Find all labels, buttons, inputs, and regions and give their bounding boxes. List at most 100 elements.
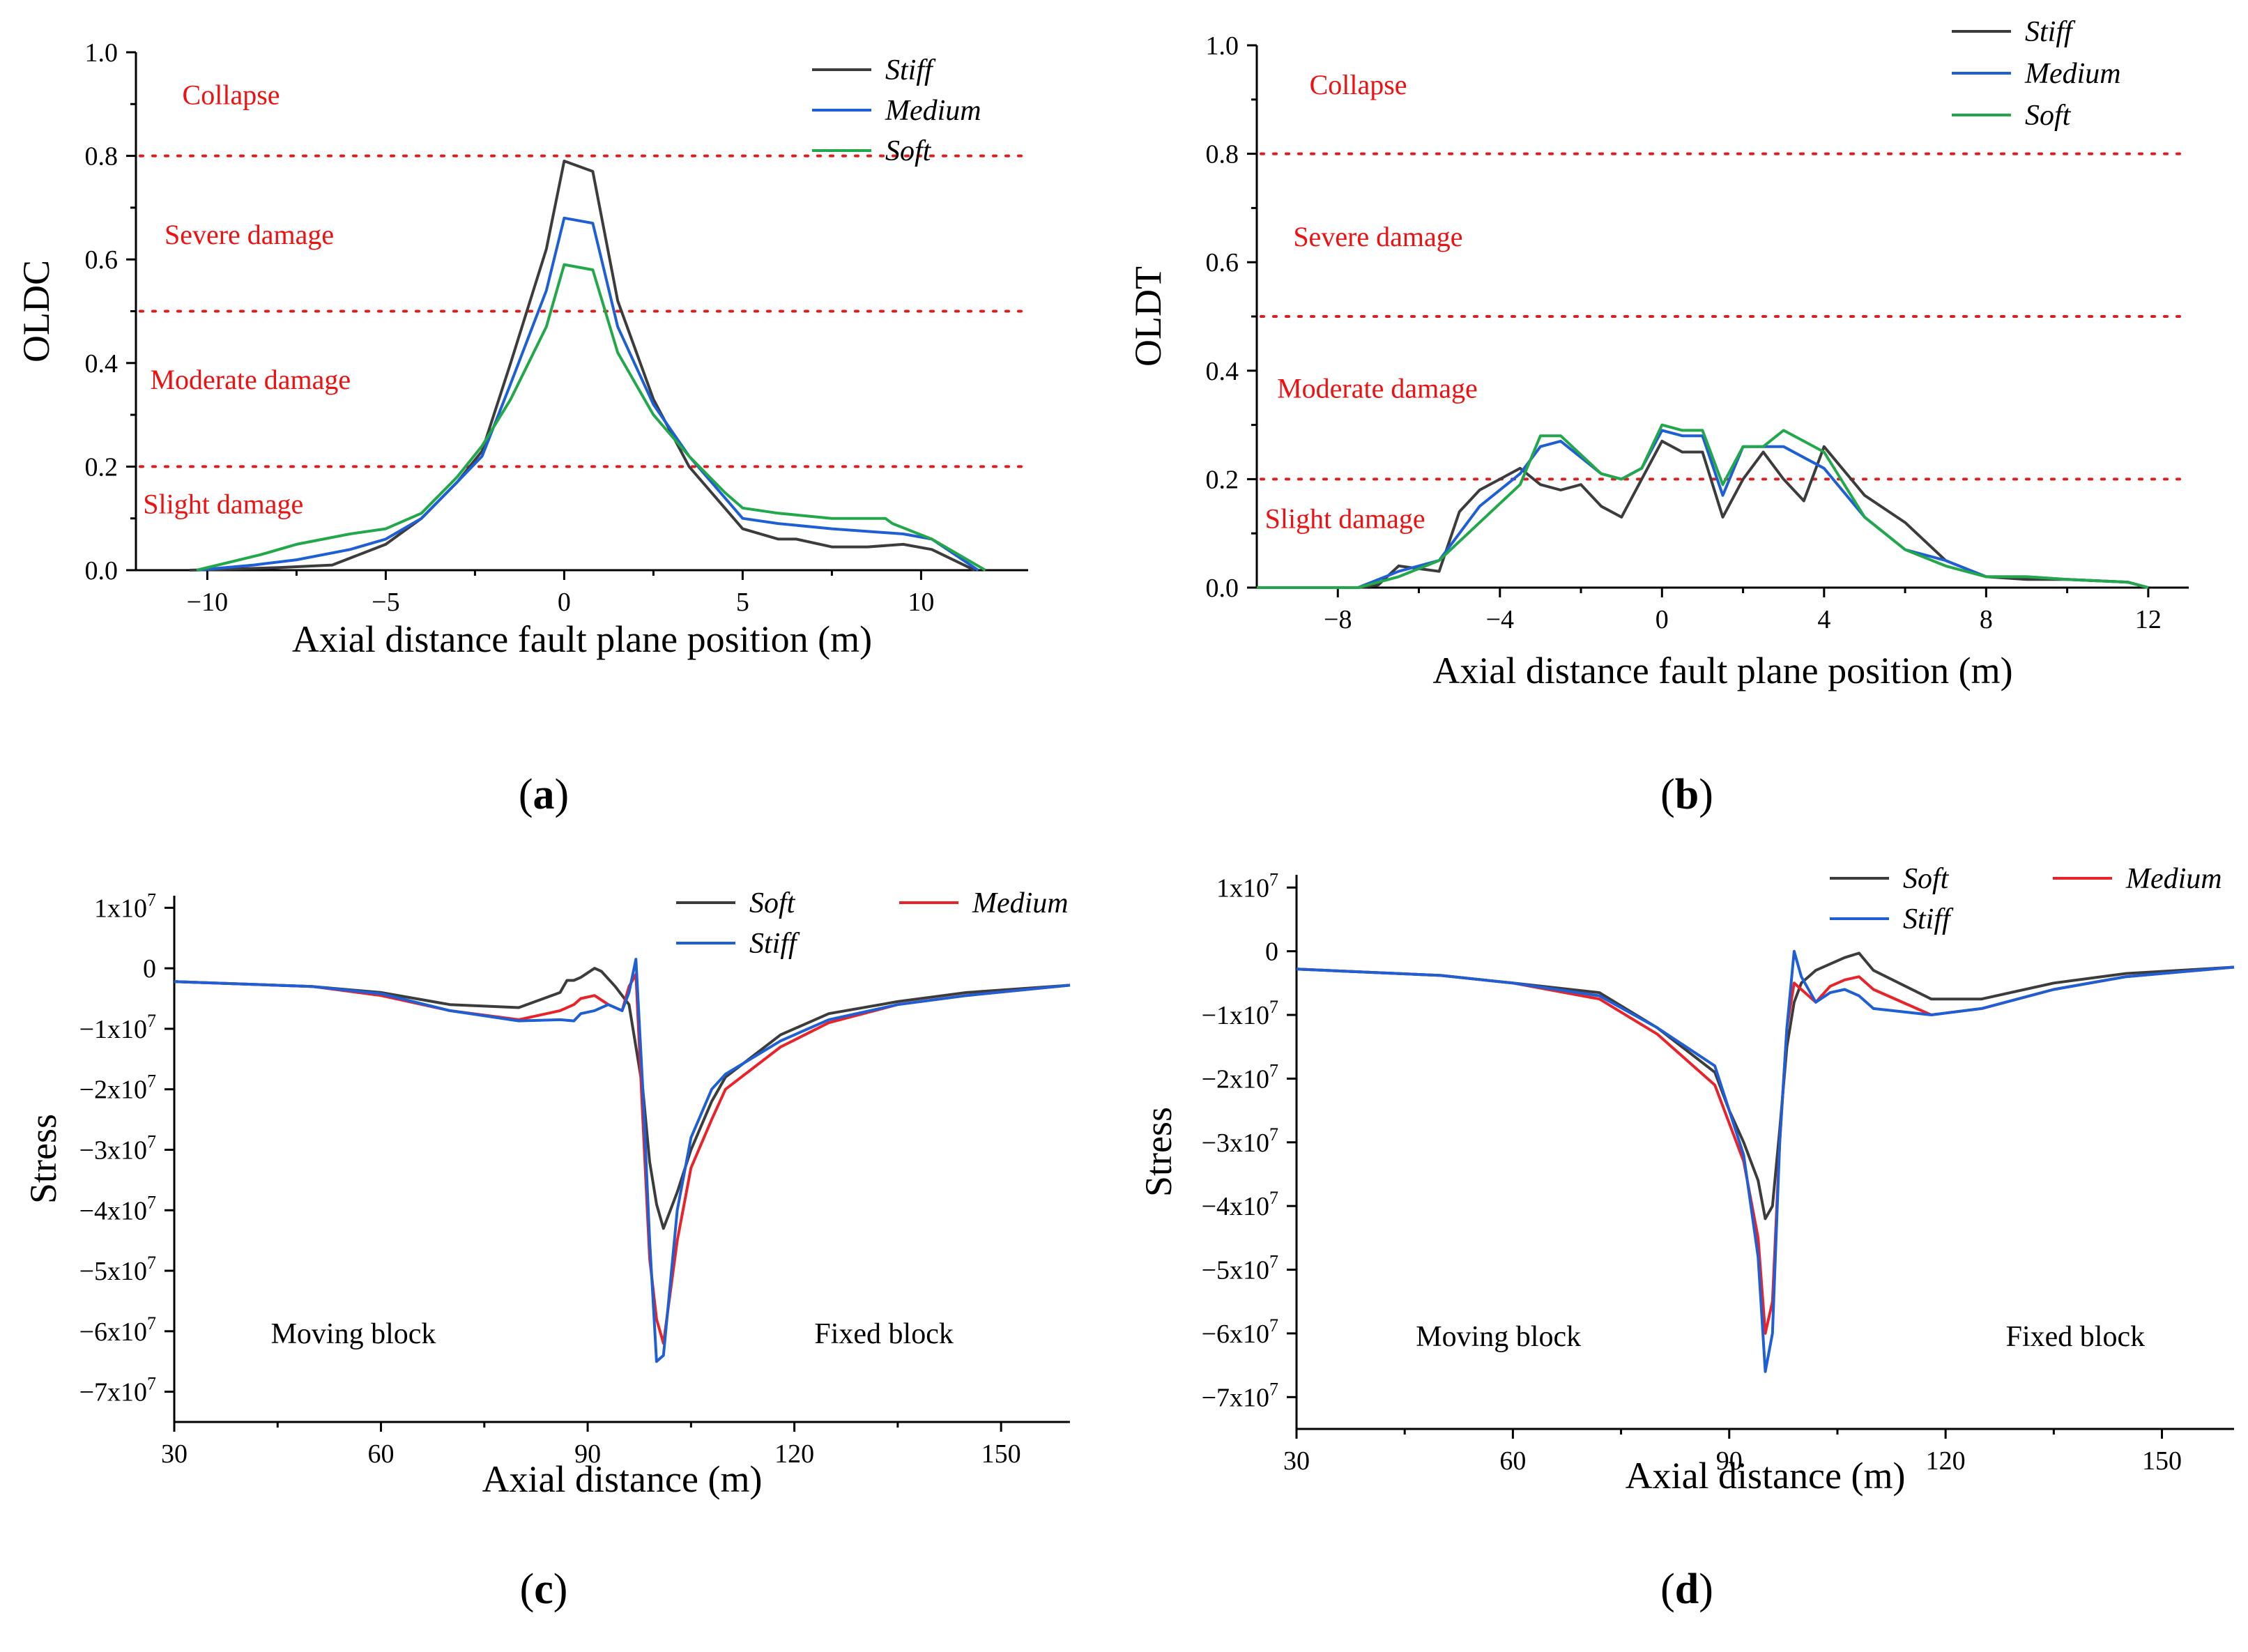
x-tick-label: 60 [1499,1446,1526,1476]
y-tick-label: 0.8 [1206,140,1239,169]
y-tick-label: −5x107 [79,1253,156,1286]
y-tick-label: 1x107 [1216,869,1278,903]
legend: Stiff Medium Soft [812,54,981,167]
chart-panel-c: 30 60 90 120 150 1x107 0 −1x107 −2x107 −3x107 −4x1… [22,887,1071,1613]
series-line-soft [1257,423,2149,589]
chart-panel-d: 30 60 90 120 150 1x107 0 −1x107 −2x107 −3x107 −4x1… [1138,863,2235,1613]
series-line-stiff [189,160,976,572]
zone-label: Moderate damage [150,364,351,395]
x-tick-label: 120 [1926,1446,1966,1476]
y-tick-label: −6x107 [79,1313,156,1347]
y-tick-label: 0.6 [85,245,118,275]
x-tick-label: 30 [161,1439,188,1469]
x-tick-label: 60 [368,1439,395,1469]
zone-label: Collapse [1310,69,1407,100]
legend-label-medium: Medium [885,95,981,127]
series-line-soft [174,967,1071,1230]
series-line-medium [174,972,1071,1345]
x-tick-label: −10 [187,588,228,617]
zone-label: Moderate damage [1277,373,1478,404]
y-tick-label: 0.6 [1206,248,1239,277]
legend-label-stiff: Stiff [749,928,800,960]
block-label: Moving block [1416,1321,1581,1353]
y-axis-title: OLDT [1127,266,1169,367]
series-line-medium [196,216,979,572]
x-tick-label: 150 [2142,1446,2182,1476]
block-label: Moving block [271,1318,436,1350]
legend-label-soft: Soft [885,135,932,167]
legend-label-stiff: Stiff [885,54,936,86]
zone-label: Slight damage [143,488,303,519]
y-tick-label: 0.0 [1206,574,1239,603]
y-tick-label: 0.4 [1206,357,1239,386]
y-axis-title: OLDC [15,260,57,362]
zone-label: Severe damage [1293,221,1462,252]
y-tick-label: 0.2 [1206,465,1239,494]
x-tick-label: −4 [1486,605,1514,634]
y-tick-label: 0.0 [85,556,118,586]
x-axis-title: Axial distance (m) [482,1458,763,1500]
y-tick-label: −7x107 [79,1374,156,1407]
x-tick-label: 5 [736,588,749,617]
y-tick-label: −5x107 [1202,1252,1278,1285]
x-tick-label: 120 [774,1439,814,1469]
y-tick-label: −3x107 [79,1131,156,1165]
panel-label: (a) [519,771,569,818]
y-tick-label: −7x107 [1202,1379,1278,1412]
panel-label: (c) [520,1566,568,1613]
legend: Soft Medium Stiff [1830,863,2222,935]
x-tick-label: 8 [1980,605,1993,634]
chart-panel-b: −8 −4 0 4 8 12 0.0 0.2 0.4 0.6 0.8 1.0 Collapse Sever… [1127,16,2190,818]
y-tick-label: −1x107 [1202,997,1278,1030]
x-axis-title: Axial distance fault plane position (m) [292,618,872,660]
y-tick-label: −1x107 [79,1011,156,1044]
y-tick-label: 0 [1265,938,1278,967]
x-axis-title: Axial distance (m) [1626,1455,1906,1497]
series-line-soft [196,263,986,572]
y-tick-label: 0.2 [85,452,118,482]
x-tick-label: 90 [574,1439,601,1469]
y-tick-label: −4x107 [1202,1188,1278,1221]
series-line-medium [1257,429,2149,589]
y-tick-label: −6x107 [1202,1315,1278,1349]
y-tick-label: −2x107 [1202,1060,1278,1094]
legend-label-soft: Soft [1903,863,1950,895]
series-line-stiff [174,958,1071,1363]
legend-label-stiff: Stiff [1903,903,1954,935]
y-tick-label: 1.0 [85,38,118,68]
x-tick-label: 0 [1656,605,1669,634]
x-tick-label: 90 [1716,1446,1743,1476]
block-label: Fixed block [814,1318,953,1350]
x-axis-title: Axial distance fault plane position (m) [1432,650,2012,691]
x-tick-label: 4 [1817,605,1830,634]
y-tick-label: 0.4 [85,349,118,378]
x-tick-label: 0 [558,588,571,617]
series-line-stiff [1296,949,2235,1373]
y-tick-label: 1.0 [1206,31,1239,61]
y-tick-label: −3x107 [1202,1124,1278,1158]
legend: Stiff Medium Soft [1952,16,2121,132]
panel-label: (b) [1660,771,1713,818]
x-tick-label: 10 [908,588,934,617]
y-tick-label: 1x107 [94,889,156,923]
panel-label: (d) [1660,1566,1713,1613]
x-tick-label: −5 [372,588,399,617]
zone-label: Collapse [183,79,280,110]
block-label: Fixed block [2006,1321,2145,1353]
y-axis-title: Stress [1138,1107,1179,1197]
chart-panel-a: −10 −5 0 5 10 0.0 0.2 0.4 0.6 0.8 1.0 Collapse Sever… [15,38,1030,818]
legend-label-medium: Medium [972,887,1069,919]
y-tick-label: −2x107 [79,1071,156,1105]
x-tick-label: 12 [2135,605,2162,634]
series-line-soft [1296,951,2235,1221]
legend-label-soft: Soft [749,887,796,919]
y-tick-label: 0.8 [85,142,118,171]
zone-label: Severe damage [165,219,334,250]
legend-label-medium: Medium [2125,863,2222,895]
legend-label-stiff: Stiff [2025,16,2076,48]
x-tick-label: 30 [1283,1446,1310,1476]
y-axis-title: Stress [22,1114,64,1204]
zone-label: Slight damage [1265,503,1425,534]
y-tick-label: 0 [143,954,156,984]
